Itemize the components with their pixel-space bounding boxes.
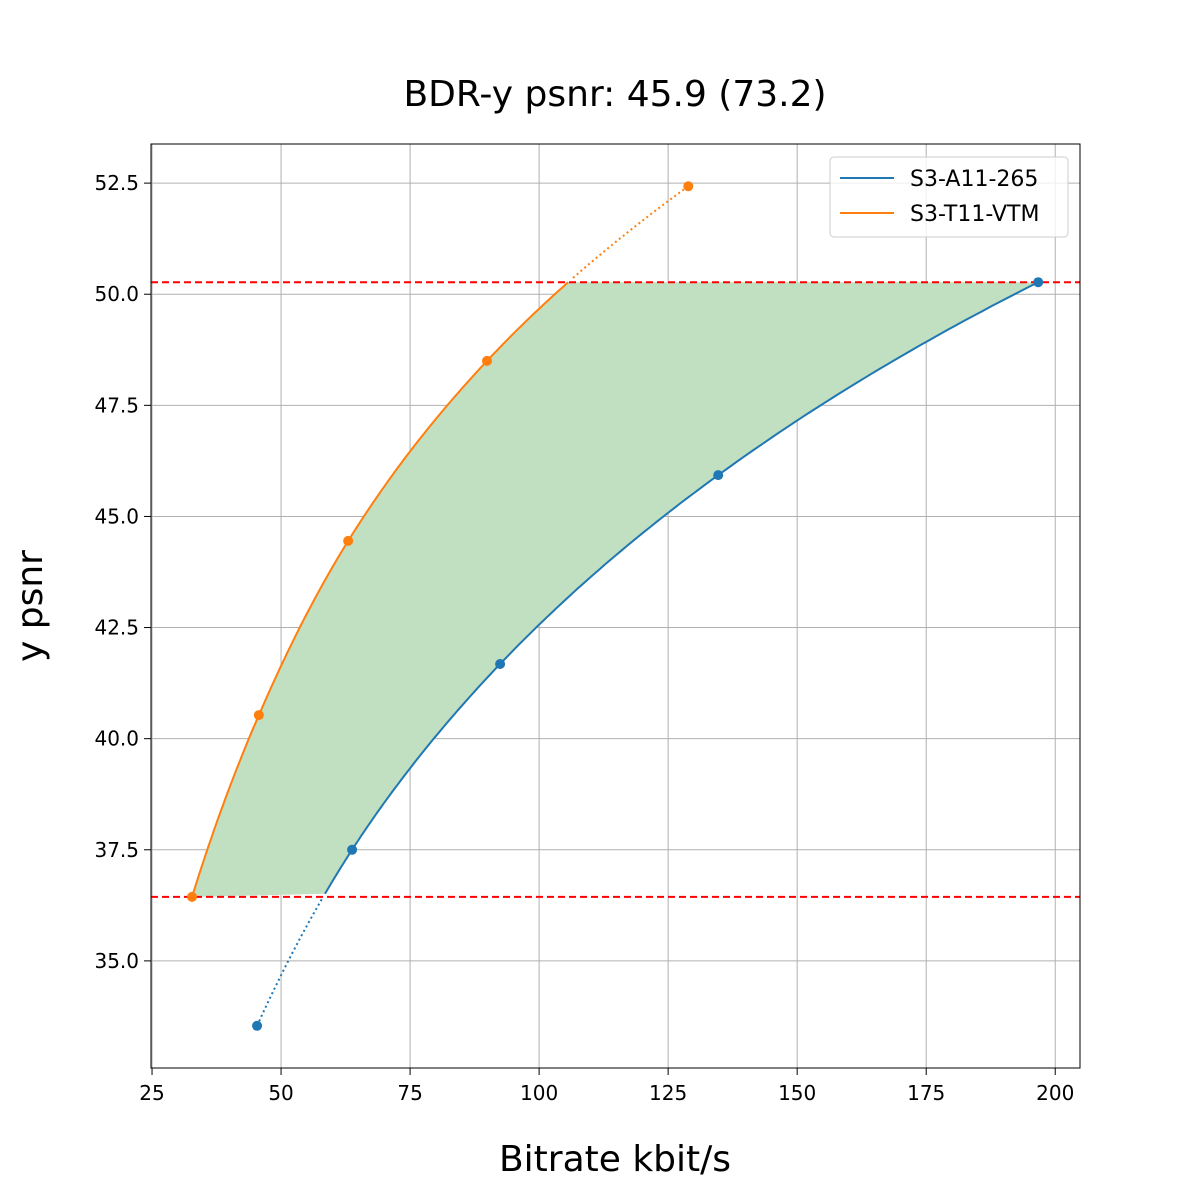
- y-tick-label: 42.5: [94, 616, 139, 640]
- legend: S3-A11-265 S3-T11-VTM: [829, 156, 1069, 238]
- axes-frame: [150, 143, 1081, 1069]
- fill-area: [192, 282, 1039, 897]
- data-point: [343, 535, 354, 546]
- chart-title: BDR-y psnr: 45.9 (73.2): [403, 74, 826, 115]
- data-point: [187, 891, 198, 902]
- bd-rate-fill: [192, 282, 1039, 897]
- data-point: [713, 470, 724, 481]
- y-tick-label: 50.0: [94, 282, 139, 306]
- series-line-extrapolated: [572, 185, 689, 279]
- series-lines: [191, 185, 1039, 1027]
- data-point: [347, 844, 358, 855]
- x-tick-label: 150: [778, 1081, 816, 1105]
- series-line: [191, 281, 569, 898]
- series-line: [324, 281, 1039, 895]
- y-tick-label: 45.0: [94, 504, 139, 528]
- data-points: [187, 181, 1044, 1031]
- y-tick-label: 47.5: [94, 393, 139, 417]
- data-point: [683, 181, 694, 192]
- y-axis-label: y psnr: [10, 550, 51, 662]
- legend-label-0: S3-A11-265: [910, 167, 1038, 192]
- x-axis-label: Bitrate kbit/s: [499, 1139, 731, 1180]
- x-tick-label: 100: [520, 1081, 558, 1105]
- x-tick-label: 25: [139, 1081, 164, 1105]
- x-tick-label: 125: [649, 1081, 687, 1105]
- x-tick-label: 75: [397, 1081, 422, 1105]
- ticks: 25 50 75 100 125 150 175 200 35.0 37.5 40.0 42.5 45.…: [94, 171, 1074, 1105]
- x-tick-label: 50: [268, 1081, 293, 1105]
- data-point: [495, 659, 506, 669]
- y-tick-label: 40.0: [94, 727, 139, 751]
- data-point: [252, 1020, 263, 1031]
- y-tick-label: 37.5: [94, 838, 139, 862]
- y-tick-label: 52.5: [94, 171, 139, 195]
- reference-lines: [151, 281, 1080, 898]
- legend-label-1: S3-T11-VTM: [910, 202, 1039, 227]
- x-tick-label: 200: [1036, 1081, 1074, 1105]
- x-tick-label: 175: [907, 1081, 945, 1105]
- series-line-extrapolated: [256, 897, 324, 1027]
- data-point: [481, 355, 492, 366]
- data-point: [253, 710, 264, 721]
- data-point: [1033, 277, 1044, 288]
- y-tick-label: 35.0: [94, 949, 139, 973]
